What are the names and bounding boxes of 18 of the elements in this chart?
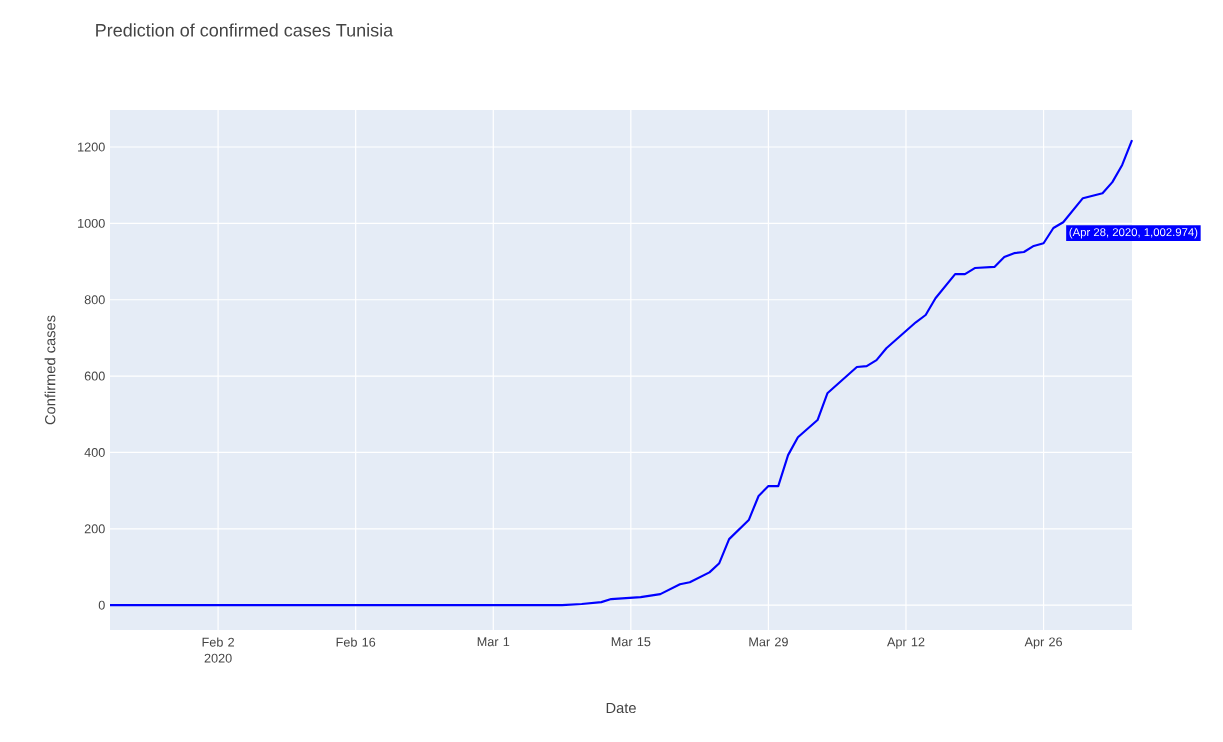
annotation: (Apr 28, 2020, 1,002.974) bbox=[1069, 227, 1198, 239]
x-tick-label: Mar 29 bbox=[749, 637, 788, 647]
y-tick-label: 0 bbox=[98, 600, 105, 610]
chart-title: Prediction of confirmed cases Tunisia bbox=[96, 23, 394, 37]
x-tick-label: Apr 26 bbox=[1024, 637, 1063, 649]
y-tick-label: 1000 bbox=[78, 218, 105, 228]
y-tick-label: 400 bbox=[84, 447, 105, 457]
x-tick-label: Feb 16 bbox=[336, 637, 376, 647]
x-tick-label: Mar 15 bbox=[611, 637, 651, 647]
x-tick-label: Feb 2 2020 bbox=[202, 637, 235, 663]
x-tick-label: Apr 12 bbox=[887, 637, 925, 649]
y-axis-title: Confirmed cases bbox=[44, 315, 56, 425]
x-axis-title: Date bbox=[606, 702, 636, 714]
y-tick-label: 1200 bbox=[78, 142, 105, 152]
x-tick-label: Mar 1 bbox=[477, 637, 510, 647]
y-tick-label: 200 bbox=[84, 524, 105, 534]
y-tick-label: 600 bbox=[84, 371, 105, 381]
y-tick-label: 800 bbox=[84, 295, 105, 305]
